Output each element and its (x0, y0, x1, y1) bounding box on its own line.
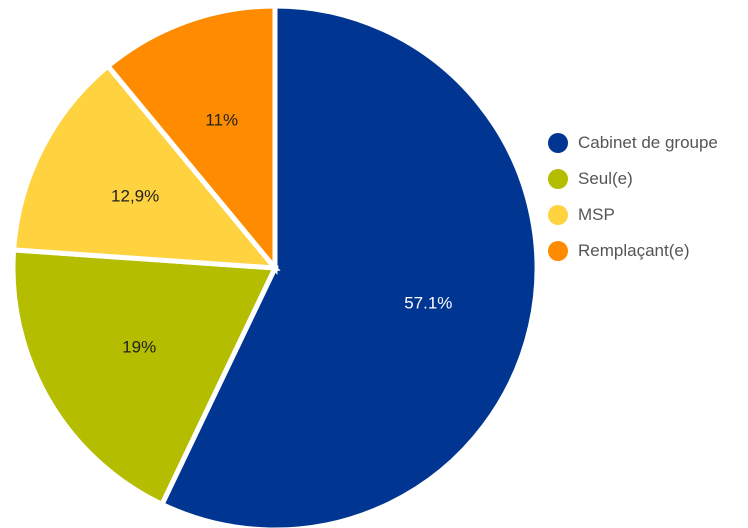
pie-slice-cabinet-de-groupe (158, 3, 540, 528)
legend-item-cabinet-de-groupe[interactable]: Cabinet de groupe (548, 125, 718, 161)
legend-label: Remplaçant(e) (578, 241, 690, 260)
data-label-msp: 12,9% (111, 187, 159, 206)
pie-slice-msp (10, 62, 281, 271)
legend-swatch (548, 241, 568, 261)
legend-label: MSP (578, 205, 615, 224)
legend-item-msp[interactable]: MSP (548, 197, 718, 233)
pie-slice-seul-e (10, 247, 279, 508)
pie-chart: 57.1% 19% 12,9% 11% (10, 3, 540, 528)
pie-data-labels: 57.1% 19% 12,9% 11% (111, 111, 452, 357)
legend-swatch (548, 205, 568, 225)
data-label-seul-e: 19% (122, 338, 156, 357)
pie-slice-remplacant-e (104, 3, 278, 275)
legend: Cabinet de groupe Seul(e) MSP Remplaçant(e) (548, 125, 718, 269)
legend-label: Cabinet de groupe (578, 133, 718, 152)
data-label-cabinet-de-groupe: 57.1% (404, 293, 452, 312)
legend-item-remplacant-e[interactable]: Remplaçant(e) (548, 233, 718, 269)
legend-swatch (548, 133, 568, 153)
data-label-remplacant-e: 11% (205, 111, 238, 130)
legend-label: Seul(e) (578, 169, 633, 188)
pie-slices (10, 3, 540, 528)
legend-swatch (548, 169, 568, 189)
legend-item-seul-e[interactable]: Seul(e) (548, 161, 718, 197)
